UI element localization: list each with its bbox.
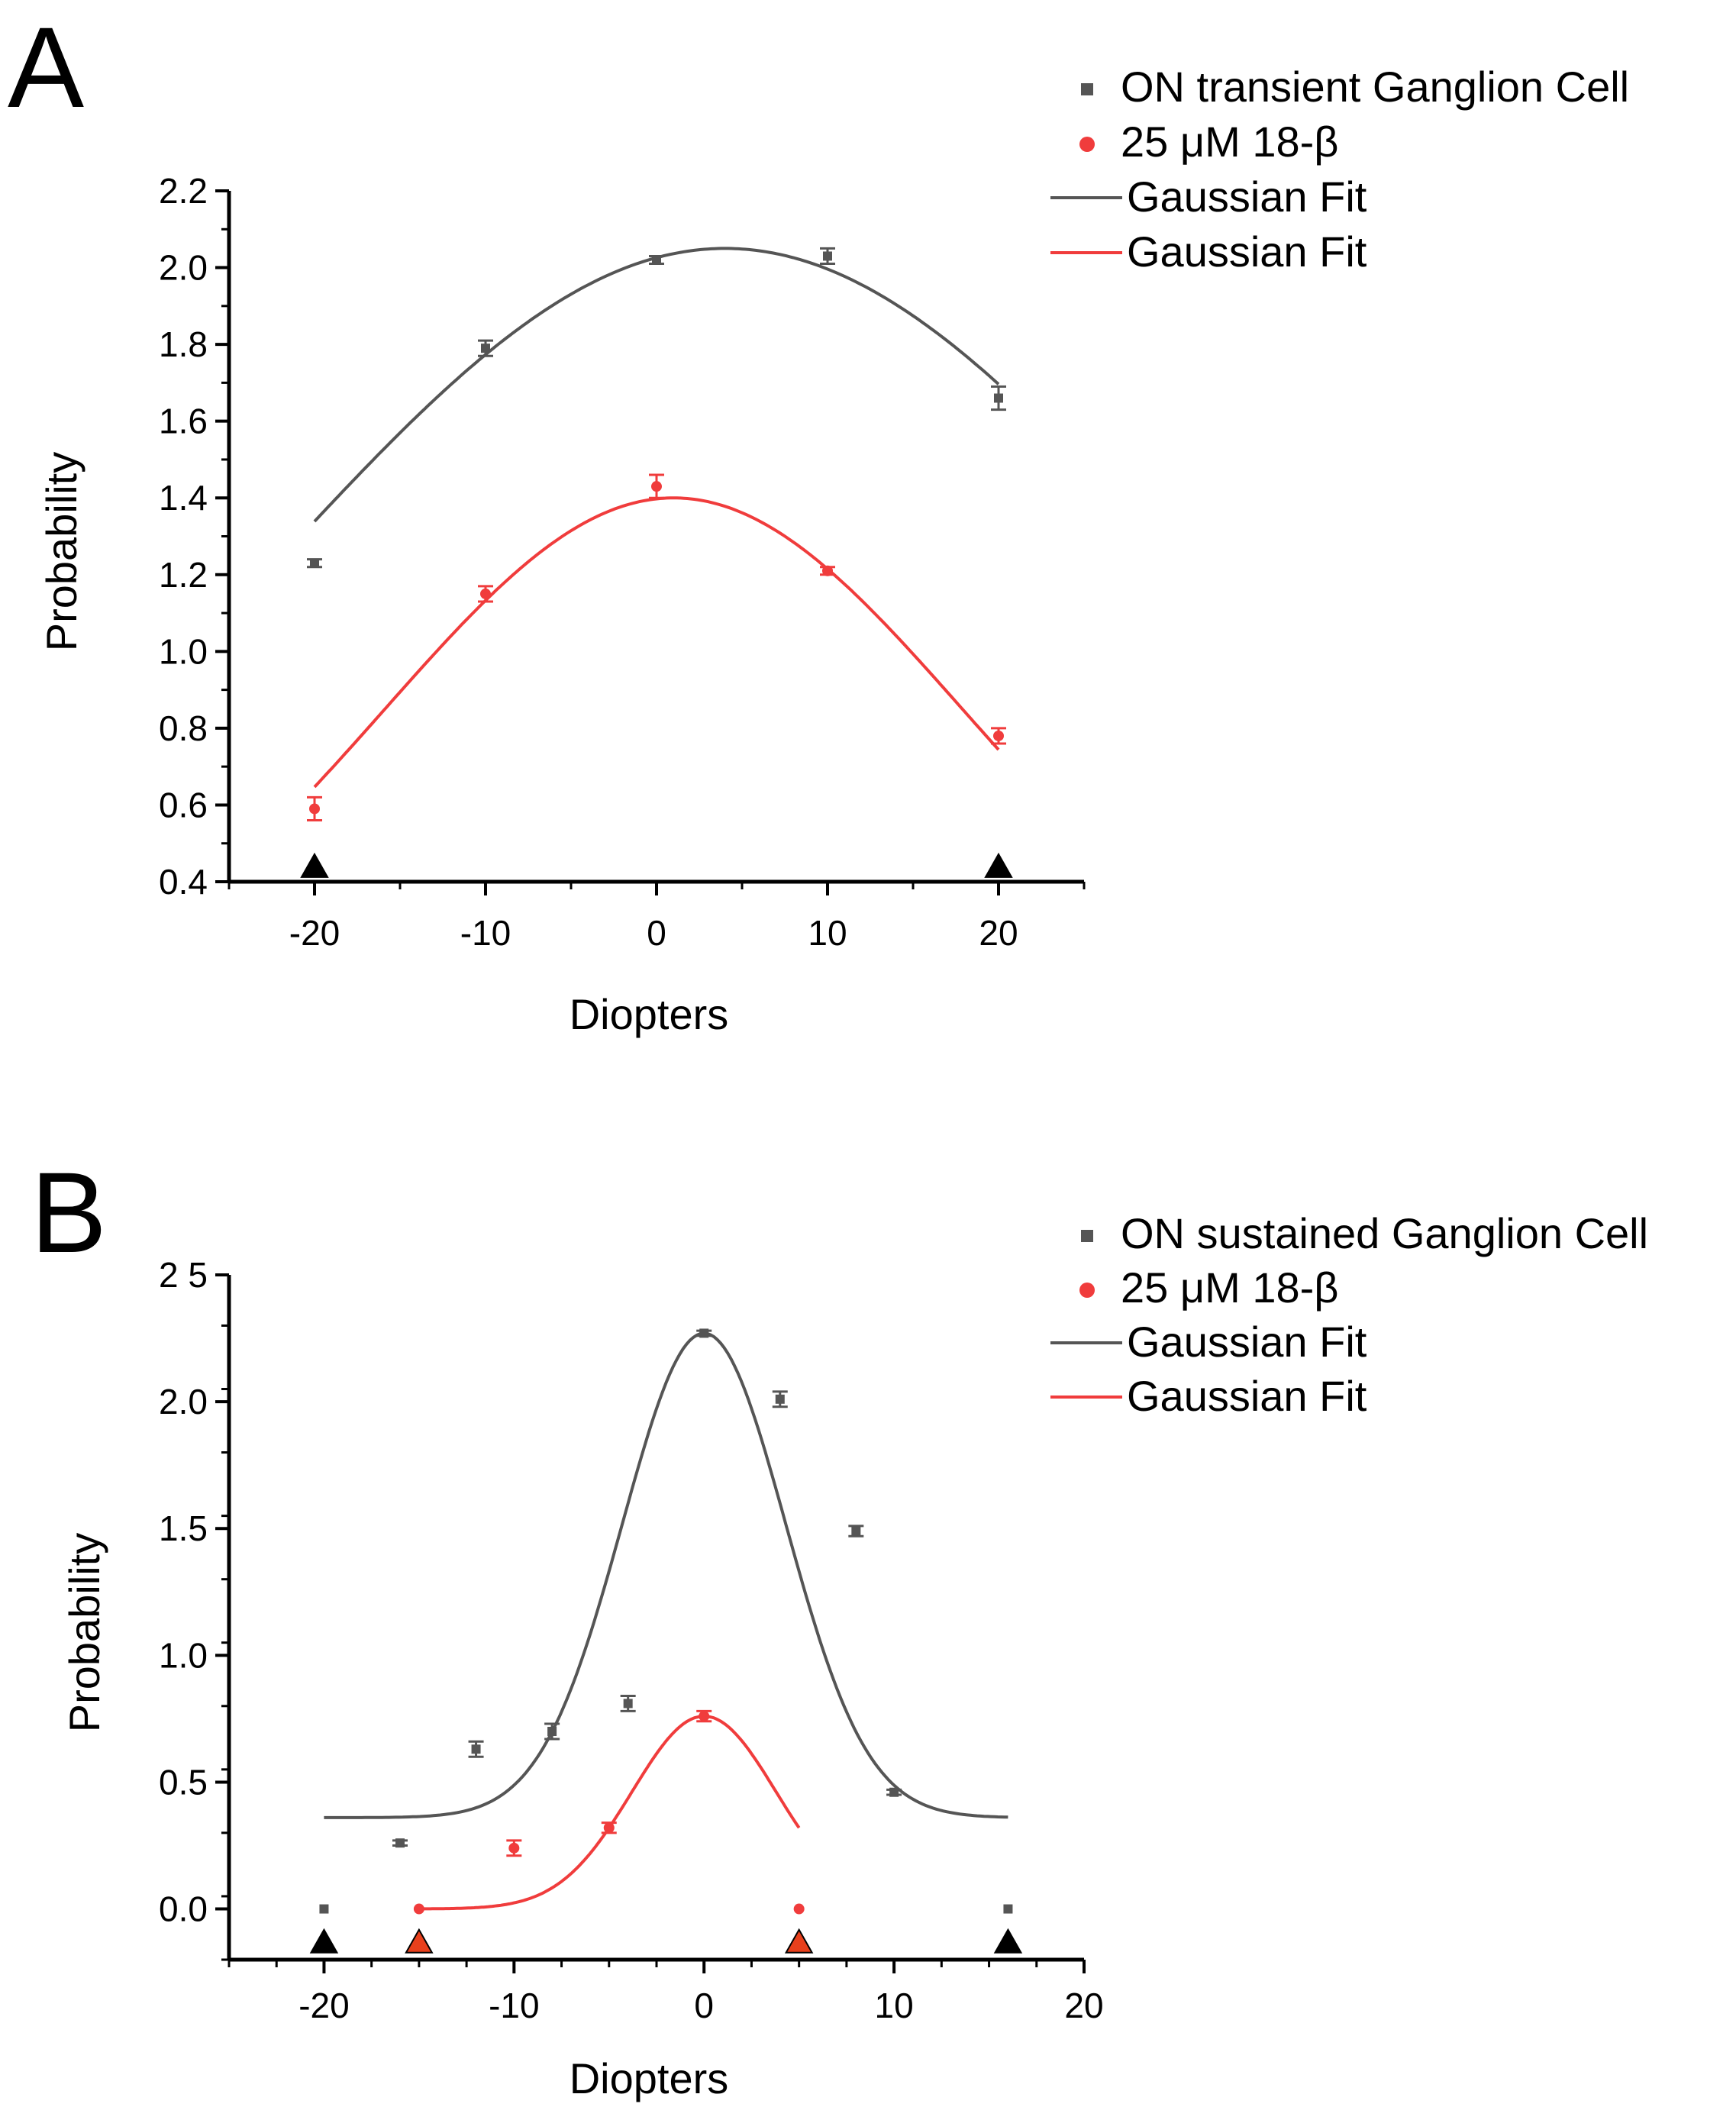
legend-circle-symbol [1079, 1283, 1095, 1298]
y-tick-label: 2.2 [159, 171, 208, 211]
data-point-square [623, 1699, 633, 1709]
data-point-circle [413, 1903, 424, 1915]
x-axis-title: Diopters [570, 2054, 729, 2102]
data-point-square [547, 1727, 557, 1736]
data-point-circle [480, 588, 491, 599]
legend-square-symbol [1081, 1230, 1093, 1242]
x-tick-label: 0 [694, 1986, 714, 2025]
triangle-marker [984, 852, 1013, 878]
data-point-square [1003, 1904, 1013, 1914]
x-axis-title: Diopters [570, 990, 729, 1038]
x-tick-label: -20 [289, 913, 340, 953]
legend-label: 25 μM 18-β [1121, 118, 1338, 166]
data-point-circle [993, 730, 1004, 741]
x-tick-label: -20 [298, 1986, 349, 2025]
gaussian-fit-line [313, 496, 1000, 789]
data-point-square [310, 558, 319, 568]
data-point-square [319, 1904, 329, 1914]
y-axis-title: Probability [37, 452, 86, 651]
data-point-square [851, 1526, 861, 1536]
data-point-circle [309, 803, 320, 815]
x-tick-label: -10 [460, 913, 511, 953]
data-point-square [481, 344, 490, 353]
triangle-marker [784, 1928, 814, 1954]
panel-b: B -20 -10 0 10 20 0.0 0.5 1.0 1.5 2.0 2 5 Diopters P… [31, 1148, 1648, 2102]
x-tick-label: 20 [1064, 1986, 1103, 2025]
data-point-square [994, 393, 1003, 403]
y-tick-label: 0.8 [159, 708, 208, 748]
triangle-marker [405, 1928, 434, 1954]
legend-label: Gaussian Fit [1127, 173, 1367, 221]
x-tick-label: 10 [875, 1986, 914, 2025]
y-tick-label: 1.5 [159, 1508, 208, 1548]
x-tick-label: 10 [808, 913, 847, 953]
y-tick-label: 2 5 [159, 1255, 208, 1295]
y-tick-label: 1.6 [159, 402, 208, 441]
legend-circle-symbol [1079, 137, 1095, 152]
data-point-circle [793, 1903, 805, 1915]
data-point-square [889, 1787, 899, 1797]
legend-label: ON sustained Ganglion Cell [1121, 1209, 1648, 1257]
data-point-circle [699, 1711, 710, 1722]
y-tick-label: 0.4 [159, 862, 208, 902]
panel-letter-b: B [31, 1148, 107, 1276]
y-tick-label: 1.2 [159, 555, 208, 595]
data-point-square [652, 255, 661, 265]
triangle-marker [993, 1928, 1023, 1954]
y-tick-label: 2.0 [159, 248, 208, 288]
y-tick-label: 0.5 [159, 1762, 208, 1802]
x-tick-label: -10 [489, 1986, 539, 2025]
legend-label: 25 μM 18-β [1121, 1263, 1338, 1312]
data-point-square [471, 1744, 481, 1754]
panel-a: A -20 -10 0 10 20 0.4 0.6 0.8 1.0 1.2 1.4 1.6 1.8 2.0… [8, 3, 1629, 1038]
x-tick-label: 20 [979, 913, 1018, 953]
y-tick-label: 1.0 [159, 1635, 208, 1675]
data-point-circle [651, 481, 662, 492]
y-tick-label: 0.6 [159, 785, 208, 824]
y-tick-label: 2.0 [159, 1382, 208, 1421]
data-point-circle [603, 1822, 615, 1834]
legend-label: ON transient Ganglion Cell [1121, 63, 1629, 111]
legend-label: Gaussian Fit [1127, 1318, 1367, 1366]
panel-letter-a: A [8, 3, 84, 131]
data-point-circle [822, 565, 833, 576]
data-point-square [395, 1838, 405, 1848]
data-point-square [823, 251, 832, 261]
legend-square-symbol [1081, 83, 1093, 95]
data-point-circle [508, 1842, 520, 1854]
y-tick-label: 1.8 [159, 324, 208, 364]
x-tick-label: 0 [647, 913, 666, 953]
legend-label: Gaussian Fit [1127, 1372, 1367, 1420]
triangle-marker [300, 852, 329, 878]
triangle-marker [309, 1928, 339, 1954]
gaussian-fit-line [324, 1331, 1008, 1819]
legend-label: Gaussian Fit [1127, 227, 1367, 276]
y-axis-title: Probability [60, 1533, 108, 1732]
data-point-square [699, 1328, 709, 1338]
y-tick-label: 1.0 [159, 631, 208, 671]
data-point-square [775, 1394, 785, 1404]
y-tick-label: 0.0 [159, 1889, 208, 1929]
y-tick-label: 1.4 [159, 478, 208, 518]
